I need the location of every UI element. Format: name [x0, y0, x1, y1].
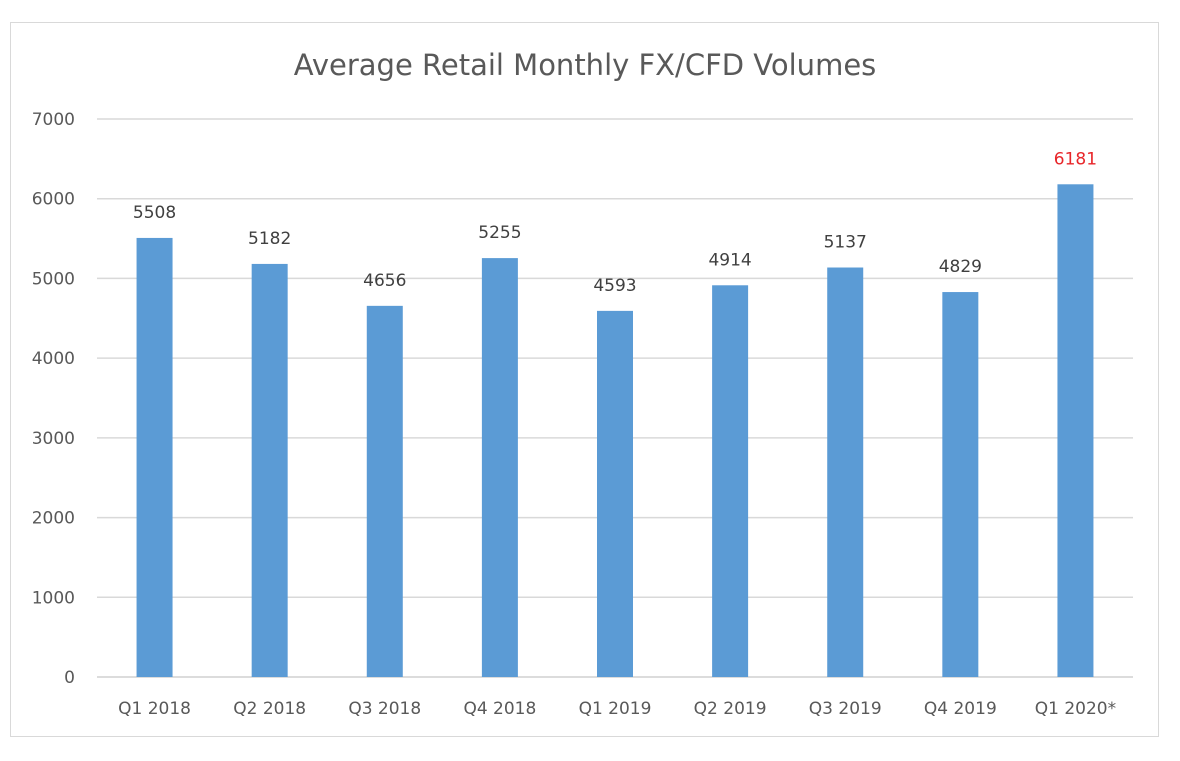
data-label: 4829 — [939, 257, 982, 277]
x-tick-label: Q3 2018 — [348, 699, 421, 719]
bar — [251, 263, 288, 677]
x-tick-label: Q4 2019 — [924, 699, 997, 719]
data-label: 4593 — [593, 276, 636, 296]
bar — [136, 237, 173, 677]
data-label: 4914 — [708, 250, 751, 270]
chart-frame — [10, 22, 1159, 737]
x-tick-label: Q4 2018 — [463, 699, 536, 719]
data-label: 5255 — [478, 223, 521, 243]
bar — [597, 310, 633, 677]
data-label: 6181 — [1054, 149, 1097, 169]
y-tick-label: 5000 — [32, 269, 75, 289]
x-tick-label: Q1 2018 — [118, 699, 191, 719]
y-tick-label: 4000 — [32, 349, 75, 369]
data-label: 5137 — [824, 233, 867, 253]
y-tick-label: 6000 — [32, 190, 75, 210]
y-tick-label: 0 — [64, 668, 75, 688]
x-tick-label: Q3 2019 — [809, 699, 882, 719]
bar — [1057, 184, 1094, 677]
y-tick-label: 1000 — [32, 588, 75, 608]
x-tick-label: Q2 2019 — [694, 699, 767, 719]
y-tick-label: 7000 — [32, 110, 75, 130]
data-label: 5508 — [133, 203, 176, 223]
y-tick-label: 3000 — [32, 429, 75, 449]
x-tick-label: Q1 2019 — [579, 699, 652, 719]
bar — [366, 305, 403, 677]
data-label: 4656 — [363, 271, 406, 291]
x-tick-label: Q2 2018 — [233, 699, 306, 719]
bar — [827, 267, 864, 677]
bar — [942, 292, 979, 677]
bar — [712, 285, 749, 677]
x-tick-label: Q1 2020* — [1035, 699, 1116, 719]
chart-title: Average Retail Monthly FX/CFD Volumes — [294, 48, 877, 82]
y-tick-label: 2000 — [32, 509, 75, 529]
bar — [481, 258, 518, 677]
data-label: 5182 — [248, 229, 291, 249]
